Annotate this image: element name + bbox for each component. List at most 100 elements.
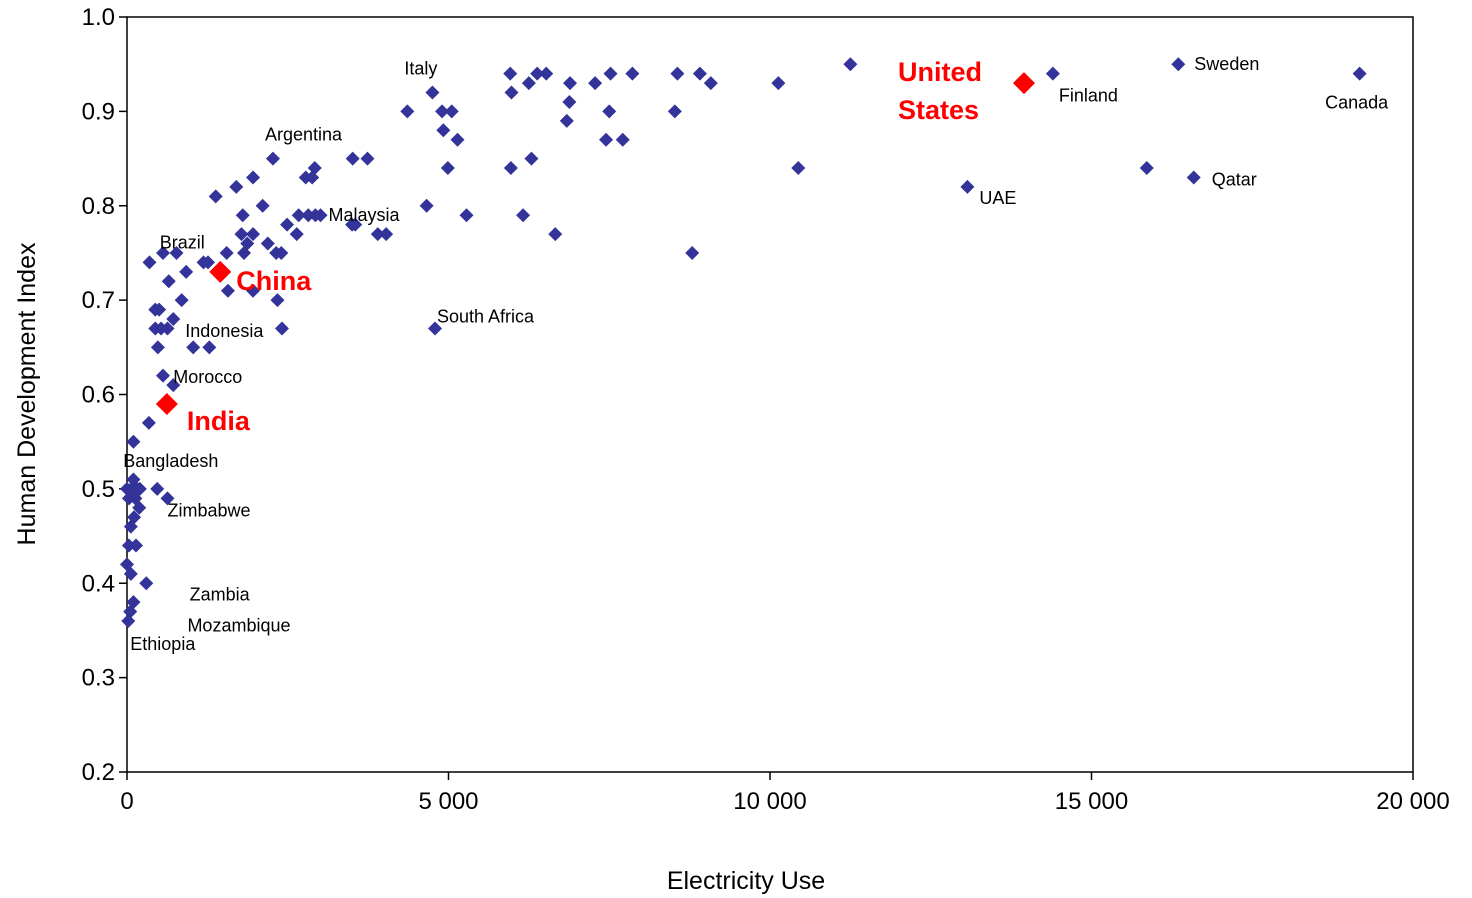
data-point xyxy=(219,245,234,260)
data-point xyxy=(186,340,201,355)
data-point xyxy=(539,66,554,81)
data-point xyxy=(562,94,577,109)
data-point xyxy=(291,208,306,223)
data-point xyxy=(703,76,718,91)
data-point xyxy=(127,510,142,525)
data-point xyxy=(436,123,451,138)
data-point xyxy=(265,151,280,166)
y-axis: 0.2 0.3 0.4 0.5 0.6 0.7 0.8 0.9 1.0 xyxy=(82,4,127,786)
point-label: Zimbabwe xyxy=(168,500,251,520)
data-point xyxy=(791,161,806,175)
data-point xyxy=(301,208,316,223)
data-point xyxy=(280,217,295,232)
data-point xyxy=(139,576,154,591)
data-point xyxy=(132,500,147,515)
data-point xyxy=(400,104,415,119)
data-point xyxy=(1186,170,1201,185)
data-point xyxy=(667,104,682,119)
data-point xyxy=(274,245,289,260)
y-axis-title: Human Development Index xyxy=(13,242,41,545)
point-label: Finland xyxy=(1059,86,1118,106)
highlight-label: India xyxy=(187,406,251,436)
point-label: Argentina xyxy=(265,125,343,145)
data-point xyxy=(274,321,289,336)
data-point xyxy=(503,66,518,81)
data-point xyxy=(435,104,450,119)
data-point xyxy=(444,104,459,119)
data-point xyxy=(246,283,261,298)
y-tick-label: 0.7 xyxy=(82,287,115,314)
data-point xyxy=(129,538,144,553)
data-points xyxy=(120,57,1367,628)
data-point xyxy=(166,312,181,326)
data-point xyxy=(313,208,328,223)
data-point xyxy=(126,434,141,449)
data-point xyxy=(670,66,685,81)
data-point xyxy=(169,245,184,260)
data-point xyxy=(202,340,217,355)
highlight-label: China xyxy=(236,266,312,296)
data-point xyxy=(516,208,531,223)
data-point xyxy=(156,245,171,260)
data-point xyxy=(246,227,261,242)
data-point xyxy=(240,236,255,251)
data-point xyxy=(440,161,455,175)
data-point xyxy=(427,321,442,336)
data-point xyxy=(152,302,167,317)
highlight-label: States xyxy=(898,95,979,125)
data-point xyxy=(255,198,270,213)
data-point xyxy=(246,170,261,185)
data-point xyxy=(1171,57,1186,72)
data-point xyxy=(450,132,465,147)
point-label: Sweden xyxy=(1194,54,1259,74)
data-point xyxy=(160,321,175,336)
data-point xyxy=(1045,66,1060,81)
x-tick-label: 0 xyxy=(120,788,133,815)
data-point xyxy=(615,132,630,147)
data-point xyxy=(142,255,157,270)
data-point xyxy=(126,595,141,610)
point-label: Brazil xyxy=(160,232,205,252)
y-tick-label: 0.4 xyxy=(82,570,115,597)
x-tick-label: 10 000 xyxy=(733,788,806,815)
data-point xyxy=(503,161,518,175)
data-point xyxy=(588,76,603,91)
x-axis: 0 5 000 10 000 15 000 20 000 xyxy=(120,772,1450,815)
data-point xyxy=(121,538,136,553)
data-point xyxy=(685,245,700,260)
data-point xyxy=(307,161,322,175)
data-point xyxy=(692,66,707,81)
data-point xyxy=(229,179,244,194)
data-point xyxy=(602,104,617,119)
y-tick-label: 0.5 xyxy=(82,476,115,503)
point-label: Bangladesh xyxy=(123,451,218,471)
x-tick-label: 5 000 xyxy=(418,788,478,815)
data-point xyxy=(379,227,394,242)
data-point xyxy=(289,227,304,242)
data-point xyxy=(141,415,156,430)
data-point xyxy=(524,151,539,166)
data-point xyxy=(160,491,175,506)
y-tick-label: 1.0 xyxy=(82,4,115,31)
point-label: Mozambique xyxy=(187,616,290,636)
y-tick-label: 0.3 xyxy=(82,665,115,692)
data-point xyxy=(260,236,275,251)
x-tick-label: 15 000 xyxy=(1055,788,1128,815)
x-tick-label: 20 000 xyxy=(1376,788,1449,815)
data-point xyxy=(201,255,216,270)
data-point xyxy=(150,340,165,355)
point-label: Malaysia xyxy=(329,205,401,225)
point-label: Qatar xyxy=(1212,169,1257,189)
data-point xyxy=(603,66,618,81)
data-point xyxy=(1139,161,1154,175)
data-point xyxy=(360,151,375,166)
y-tick-label: 0.6 xyxy=(82,382,115,409)
data-point xyxy=(156,368,171,383)
x-axis-title: Electricity Use xyxy=(667,867,825,895)
highlighted-point xyxy=(209,260,232,283)
data-point xyxy=(345,217,360,232)
y-tick-label: 0.8 xyxy=(82,193,115,220)
data-point xyxy=(150,481,165,496)
